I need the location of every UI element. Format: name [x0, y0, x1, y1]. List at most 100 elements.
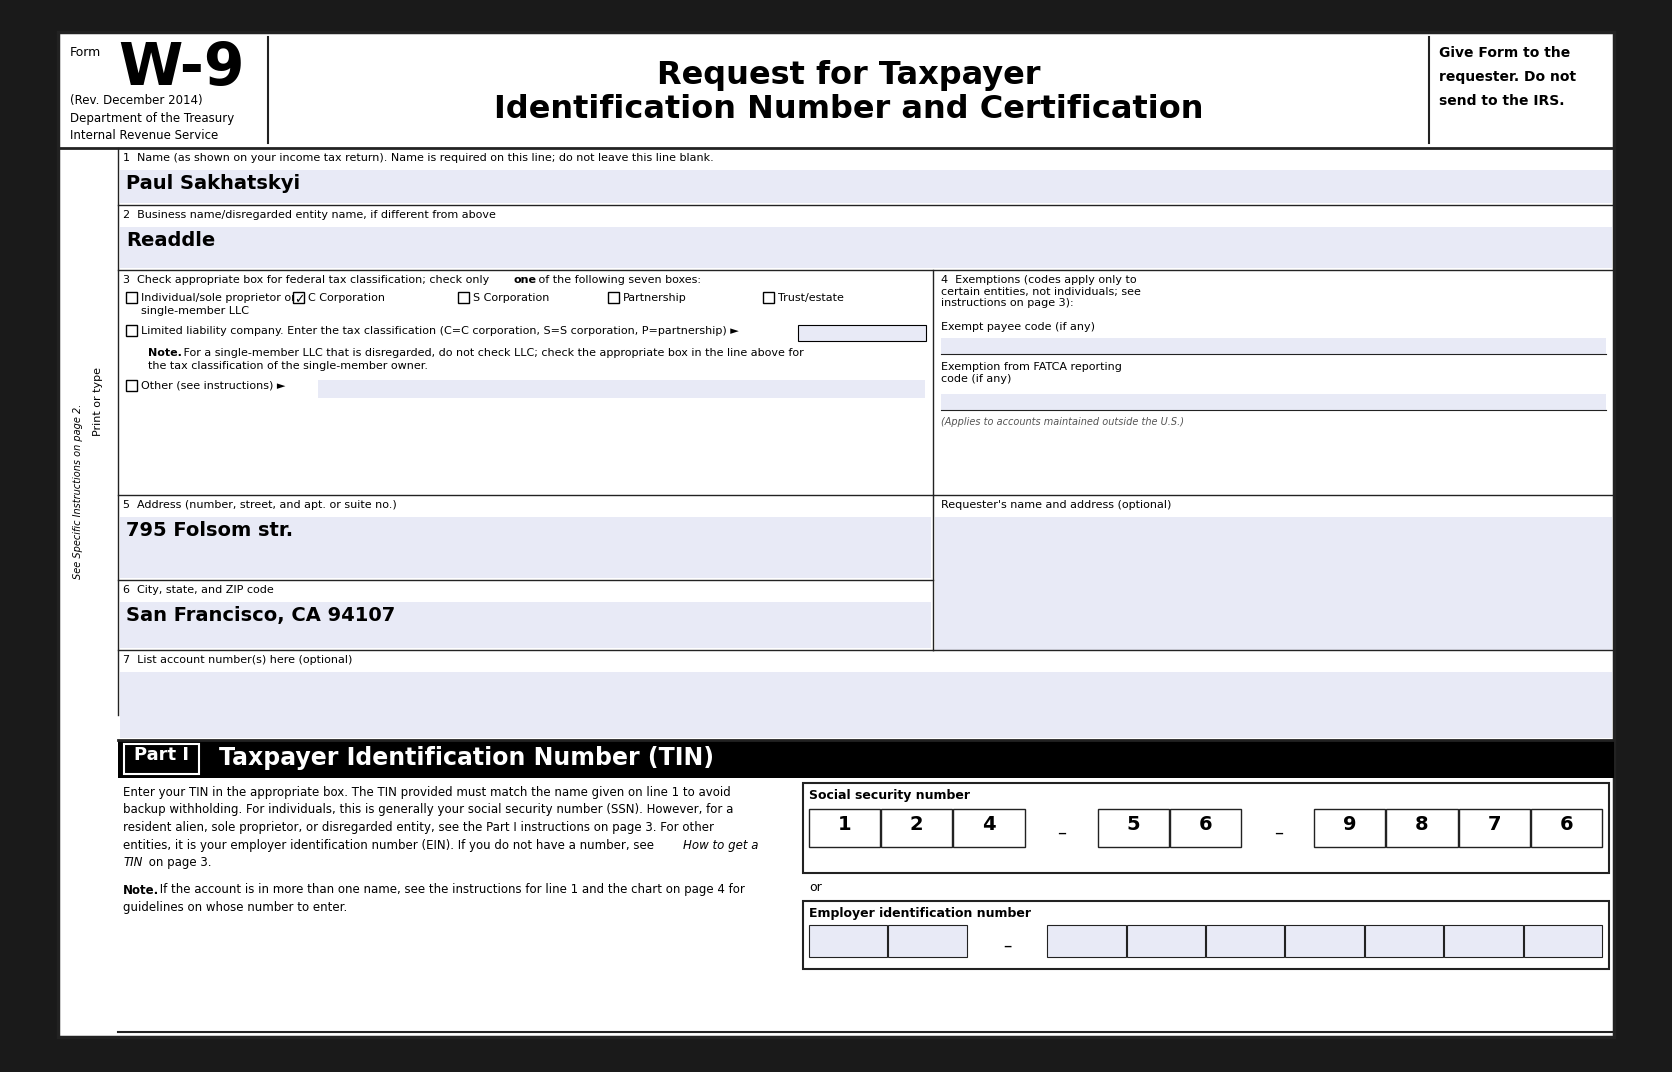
Text: Print or type: Print or type: [94, 367, 104, 436]
Bar: [120, 672, 1612, 738]
Text: (Applies to accounts maintained outside the U.S.): (Applies to accounts maintained outside …: [941, 417, 1184, 427]
Text: Employer identification number: Employer identification number: [809, 907, 1032, 920]
Text: Part I: Part I: [134, 746, 189, 764]
Bar: [1458, 809, 1530, 847]
Text: Note.: Note.: [124, 883, 159, 896]
Text: 5  Address (number, street, and apt. or suite no.): 5 Address (number, street, and apt. or s…: [124, 500, 396, 510]
Text: 6: 6: [1199, 815, 1212, 834]
Bar: [293, 292, 304, 303]
Text: 1  Name (as shown on your income tax return). Name is required on this line; do : 1 Name (as shown on your income tax retu…: [124, 153, 714, 163]
Text: 9: 9: [1343, 815, 1356, 834]
Text: Form: Form: [70, 46, 102, 59]
Text: –: –: [1003, 937, 1012, 955]
Text: TIN: TIN: [124, 857, 142, 869]
Bar: [120, 602, 931, 647]
Bar: [1364, 925, 1443, 957]
Text: How to get a: How to get a: [682, 838, 759, 851]
Text: See Specific Instructions on page 2.: See Specific Instructions on page 2.: [74, 404, 84, 579]
Text: Note.: Note.: [149, 348, 182, 358]
Bar: [1286, 925, 1364, 957]
Bar: [953, 809, 1025, 847]
Bar: [1170, 809, 1241, 847]
Bar: [609, 292, 619, 303]
Text: Request for Taxpayer: Request for Taxpayer: [657, 60, 1040, 91]
Text: 8: 8: [1415, 815, 1430, 834]
Bar: [798, 325, 926, 341]
Text: 6  City, state, and ZIP code: 6 City, state, and ZIP code: [124, 585, 274, 595]
Text: of the following seven boxes:: of the following seven boxes:: [535, 276, 701, 285]
Bar: [1099, 809, 1169, 847]
Text: single-member LLC: single-member LLC: [140, 306, 249, 316]
Text: backup withholding. For individuals, this is generally your social security numb: backup withholding. For individuals, thi…: [124, 804, 734, 817]
Bar: [120, 227, 1612, 268]
Text: Social security number: Social security number: [809, 789, 970, 802]
Text: Individual/sole proprietor or: Individual/sole proprietor or: [140, 293, 296, 303]
Text: Limited liability company. Enter the tax classification (C=C corporation, S=S co: Limited liability company. Enter the tax…: [140, 326, 739, 336]
Text: If the account is in more than one name, see the instructions for line 1 and the: If the account is in more than one name,…: [155, 883, 744, 896]
Bar: [125, 379, 137, 391]
Text: –: –: [1057, 824, 1067, 842]
Text: one: one: [513, 276, 537, 285]
Bar: [1047, 925, 1125, 957]
Text: 2: 2: [910, 815, 923, 834]
Text: Partnership: Partnership: [624, 293, 687, 303]
Text: 7: 7: [1488, 815, 1501, 834]
Text: requester. Do not: requester. Do not: [1440, 70, 1577, 84]
Bar: [881, 809, 953, 847]
Bar: [809, 809, 879, 847]
Text: Identification Number and Certification: Identification Number and Certification: [493, 94, 1204, 125]
Bar: [1206, 925, 1284, 957]
Text: San Francisco, CA 94107: San Francisco, CA 94107: [125, 606, 395, 625]
Text: Taxpayer Identification Number (TIN): Taxpayer Identification Number (TIN): [219, 746, 714, 770]
Text: 4: 4: [981, 815, 997, 834]
Bar: [1127, 925, 1206, 957]
Text: Paul Sakhatskyi: Paul Sakhatskyi: [125, 174, 301, 193]
Bar: [1445, 925, 1523, 957]
Bar: [941, 394, 1607, 410]
Bar: [120, 170, 1612, 203]
Text: For a single-member LLC that is disregarded, do not check LLC; check the appropr: For a single-member LLC that is disregar…: [181, 348, 804, 358]
Bar: [809, 925, 888, 957]
Text: Department of the Treasury: Department of the Treasury: [70, 111, 234, 125]
Bar: [458, 292, 470, 303]
Text: Internal Revenue Service: Internal Revenue Service: [70, 129, 219, 142]
Text: Exempt payee code (if any): Exempt payee code (if any): [941, 322, 1095, 332]
Text: Trust/estate: Trust/estate: [777, 293, 844, 303]
Bar: [119, 740, 1613, 778]
Text: Exemption from FATCA reporting
code (if any): Exemption from FATCA reporting code (if …: [941, 362, 1122, 384]
Text: Readdle: Readdle: [125, 230, 216, 250]
Text: ✓: ✓: [294, 293, 304, 306]
Text: 795 Folsom str.: 795 Folsom str.: [125, 521, 293, 540]
Text: or: or: [809, 881, 821, 894]
Text: S Corporation: S Corporation: [473, 293, 550, 303]
Bar: [120, 517, 931, 578]
Bar: [318, 379, 925, 398]
Text: W-9: W-9: [119, 40, 244, 96]
Bar: [762, 292, 774, 303]
Text: 4  Exemptions (codes apply only to
certain entities, not individuals; see
instru: 4 Exemptions (codes apply only to certai…: [941, 276, 1140, 309]
Text: –: –: [1274, 824, 1282, 842]
Text: guidelines on whose number to enter.: guidelines on whose number to enter.: [124, 900, 348, 914]
Bar: [125, 325, 137, 336]
Text: (Rev. December 2014): (Rev. December 2014): [70, 94, 202, 107]
Bar: [888, 925, 966, 957]
Bar: [1532, 809, 1602, 847]
Bar: [941, 338, 1607, 354]
Text: 6: 6: [1560, 815, 1573, 834]
Bar: [125, 292, 137, 303]
Text: 2  Business name/disregarded entity name, if different from above: 2 Business name/disregarded entity name,…: [124, 210, 497, 220]
Bar: [1386, 809, 1458, 847]
Text: Give Form to the: Give Form to the: [1440, 46, 1570, 60]
Text: on page 3.: on page 3.: [145, 857, 211, 869]
Text: 5: 5: [1127, 815, 1140, 834]
Text: Enter your TIN in the appropriate box. The TIN provided must match the name give: Enter your TIN in the appropriate box. T…: [124, 786, 731, 799]
Bar: [935, 517, 1612, 650]
Text: 3  Check appropriate box for federal tax classification; check only: 3 Check appropriate box for federal tax …: [124, 276, 493, 285]
Bar: [1314, 809, 1386, 847]
Text: C Corporation: C Corporation: [308, 293, 385, 303]
Text: Requester's name and address (optional): Requester's name and address (optional): [941, 500, 1172, 510]
Text: send to the IRS.: send to the IRS.: [1440, 94, 1565, 108]
Text: entities, it is your employer identification number (EIN). If you do not have a : entities, it is your employer identifica…: [124, 838, 657, 851]
Text: 7  List account number(s) here (optional): 7 List account number(s) here (optional): [124, 655, 353, 665]
Bar: [1523, 925, 1602, 957]
